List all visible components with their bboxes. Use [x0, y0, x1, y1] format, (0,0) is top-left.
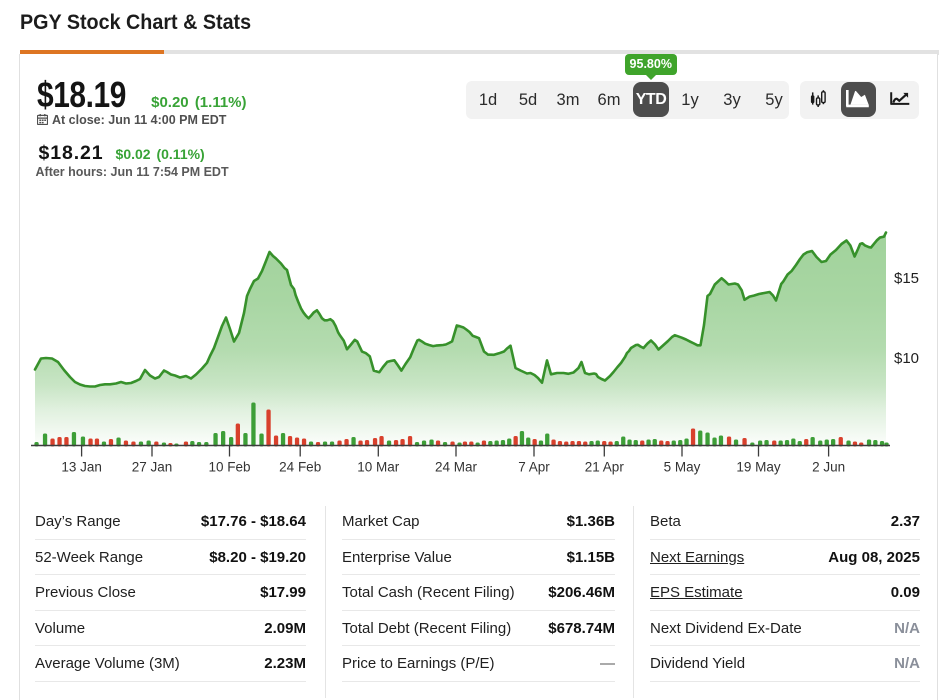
svg-text:24 Mar: 24 Mar — [435, 460, 478, 475]
svg-text:2 Jun: 2 Jun — [812, 460, 845, 475]
svg-text:10 Feb: 10 Feb — [208, 460, 250, 475]
svg-text:27 Jan: 27 Jan — [132, 460, 173, 475]
svg-text:21 Apr: 21 Apr — [585, 460, 625, 475]
svg-text:19 May: 19 May — [736, 460, 781, 475]
svg-text:13 Jan: 13 Jan — [61, 460, 102, 475]
svg-text:10 Mar: 10 Mar — [357, 460, 400, 475]
svg-text:$15: $15 — [894, 270, 919, 287]
svg-text:$10: $10 — [894, 350, 919, 367]
svg-text:24 Feb: 24 Feb — [279, 460, 321, 475]
svg-text:7 Apr: 7 Apr — [518, 460, 550, 475]
svg-text:5 May: 5 May — [664, 460, 701, 475]
